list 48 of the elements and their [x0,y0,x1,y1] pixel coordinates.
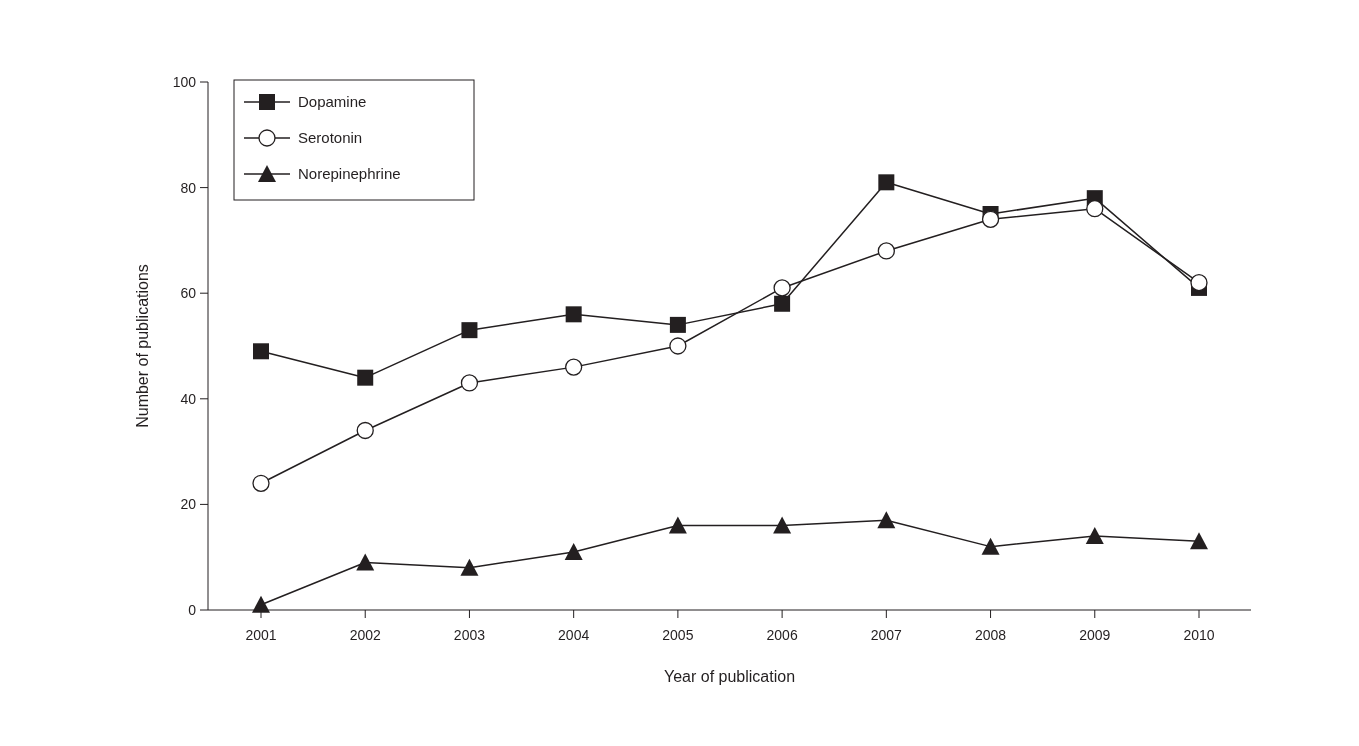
x-tick-label: 2001 [245,627,277,643]
y-axis-title: Number of publications [134,264,151,428]
x-tick-label: 2010 [1183,627,1215,643]
point [565,306,582,323]
x-tick-label: 2005 [662,627,694,643]
point [460,374,479,392]
point [877,511,896,529]
y-tick-label: 60 [180,285,197,302]
x-tick-label: 2004 [558,627,590,643]
x-axis-title: Year of publication [663,668,796,685]
x-tick-label: 2003 [453,627,486,643]
x-tick-label: 2002 [349,627,381,643]
point [877,242,895,260]
point [669,337,687,355]
legend-label: Serotonin [298,129,363,146]
point [1086,200,1104,218]
x-tick-label: 2008 [974,627,1007,643]
point [461,322,478,339]
point [668,516,687,534]
point [669,316,686,333]
point [878,174,895,191]
legend-label: Dopamine [298,93,367,110]
point [981,210,1000,228]
point [564,542,583,560]
point [252,474,270,492]
point [565,358,583,376]
y-tick-label: 20 [180,496,197,513]
legend-label: Norepinephrine [298,165,401,182]
point [357,369,374,386]
x-tick-label: 2007 [870,627,903,643]
point [1085,527,1104,545]
x-tick-label: 2006 [766,627,798,643]
point [252,595,270,613]
x-tick-label: 2009 [1079,627,1111,643]
point [460,558,479,576]
y-tick-label: 80 [180,179,197,196]
point [981,537,1000,555]
point [253,343,269,360]
point [774,295,791,312]
point [1190,532,1208,550]
point [773,516,792,534]
point [356,553,375,571]
y-tick-label: 0 [188,602,197,618]
point [773,279,791,297]
y-tick-label: 40 [180,390,197,407]
y-tick-label: 100 [172,74,197,90]
point [356,421,374,440]
point [1190,273,1208,292]
